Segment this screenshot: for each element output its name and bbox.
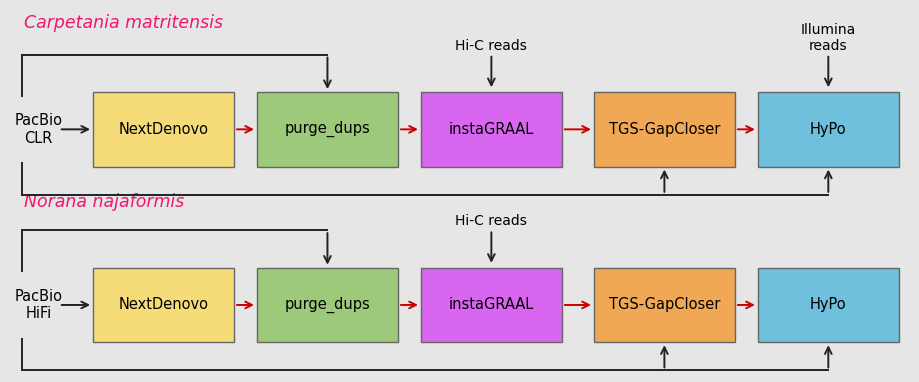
Text: TGS-GapCloser: TGS-GapCloser [608, 122, 720, 137]
FancyBboxPatch shape [421, 268, 562, 342]
FancyBboxPatch shape [93, 268, 234, 342]
Text: NextDenovo: NextDenovo [119, 122, 209, 137]
Text: Norana najaformis: Norana najaformis [24, 193, 185, 211]
Text: HyPo: HyPo [810, 298, 846, 312]
Text: NextDenovo: NextDenovo [119, 298, 209, 312]
Text: PacBio
HiFi: PacBio HiFi [15, 289, 62, 321]
Text: instaGRAAL: instaGRAAL [448, 122, 534, 137]
FancyBboxPatch shape [594, 92, 735, 167]
Text: PacBio
CLR: PacBio CLR [15, 113, 62, 146]
FancyBboxPatch shape [257, 92, 398, 167]
Text: purge_dups: purge_dups [285, 297, 370, 313]
Text: Carpetania matritensis: Carpetania matritensis [24, 13, 223, 31]
FancyBboxPatch shape [758, 92, 899, 167]
Text: Illumina
reads: Illumina reads [800, 23, 856, 53]
FancyBboxPatch shape [594, 268, 735, 342]
FancyBboxPatch shape [257, 268, 398, 342]
Text: HyPo: HyPo [810, 122, 846, 137]
FancyBboxPatch shape [421, 92, 562, 167]
FancyBboxPatch shape [758, 268, 899, 342]
FancyBboxPatch shape [93, 92, 234, 167]
Text: purge_dups: purge_dups [285, 121, 370, 138]
Text: Hi-C reads: Hi-C reads [456, 214, 528, 228]
Text: instaGRAAL: instaGRAAL [448, 298, 534, 312]
Text: TGS-GapCloser: TGS-GapCloser [608, 298, 720, 312]
Text: Hi-C reads: Hi-C reads [456, 39, 528, 53]
